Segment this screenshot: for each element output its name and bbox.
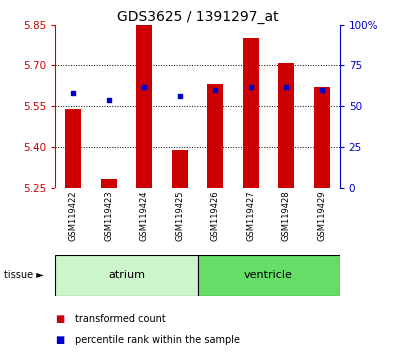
Text: GSM119424: GSM119424 [140, 191, 149, 241]
Text: atrium: atrium [108, 270, 145, 280]
Title: GDS3625 / 1391297_at: GDS3625 / 1391297_at [117, 10, 278, 24]
Bar [55, 255, 198, 296]
Bar [314, 87, 330, 188]
Text: GSM119426: GSM119426 [211, 191, 220, 241]
Bar [207, 85, 223, 188]
Bar [101, 179, 117, 188]
Text: percentile rank within the sample: percentile rank within the sample [75, 335, 240, 345]
Bar [65, 109, 81, 188]
Point [248, 84, 254, 90]
Text: GSM119422: GSM119422 [69, 191, 77, 241]
Text: GSM119427: GSM119427 [246, 191, 255, 241]
Text: transformed count: transformed count [75, 314, 166, 324]
Bar [172, 150, 188, 188]
Bar [243, 38, 259, 188]
Point [283, 84, 290, 90]
Point [212, 87, 218, 93]
Bar [198, 255, 340, 296]
Text: GSM119425: GSM119425 [175, 191, 184, 241]
Text: tissue ►: tissue ► [4, 270, 44, 280]
Point [141, 84, 147, 90]
Text: ■: ■ [55, 314, 64, 324]
Point [70, 90, 76, 96]
Point [177, 93, 183, 99]
Text: ventricle: ventricle [244, 270, 293, 280]
Bar [136, 25, 152, 188]
Text: GSM119429: GSM119429 [318, 191, 326, 241]
Point [319, 87, 325, 93]
Text: GSM119428: GSM119428 [282, 191, 291, 241]
Point [105, 97, 112, 103]
Text: ■: ■ [55, 335, 64, 345]
Text: GSM119423: GSM119423 [104, 191, 113, 241]
Bar [278, 63, 294, 188]
